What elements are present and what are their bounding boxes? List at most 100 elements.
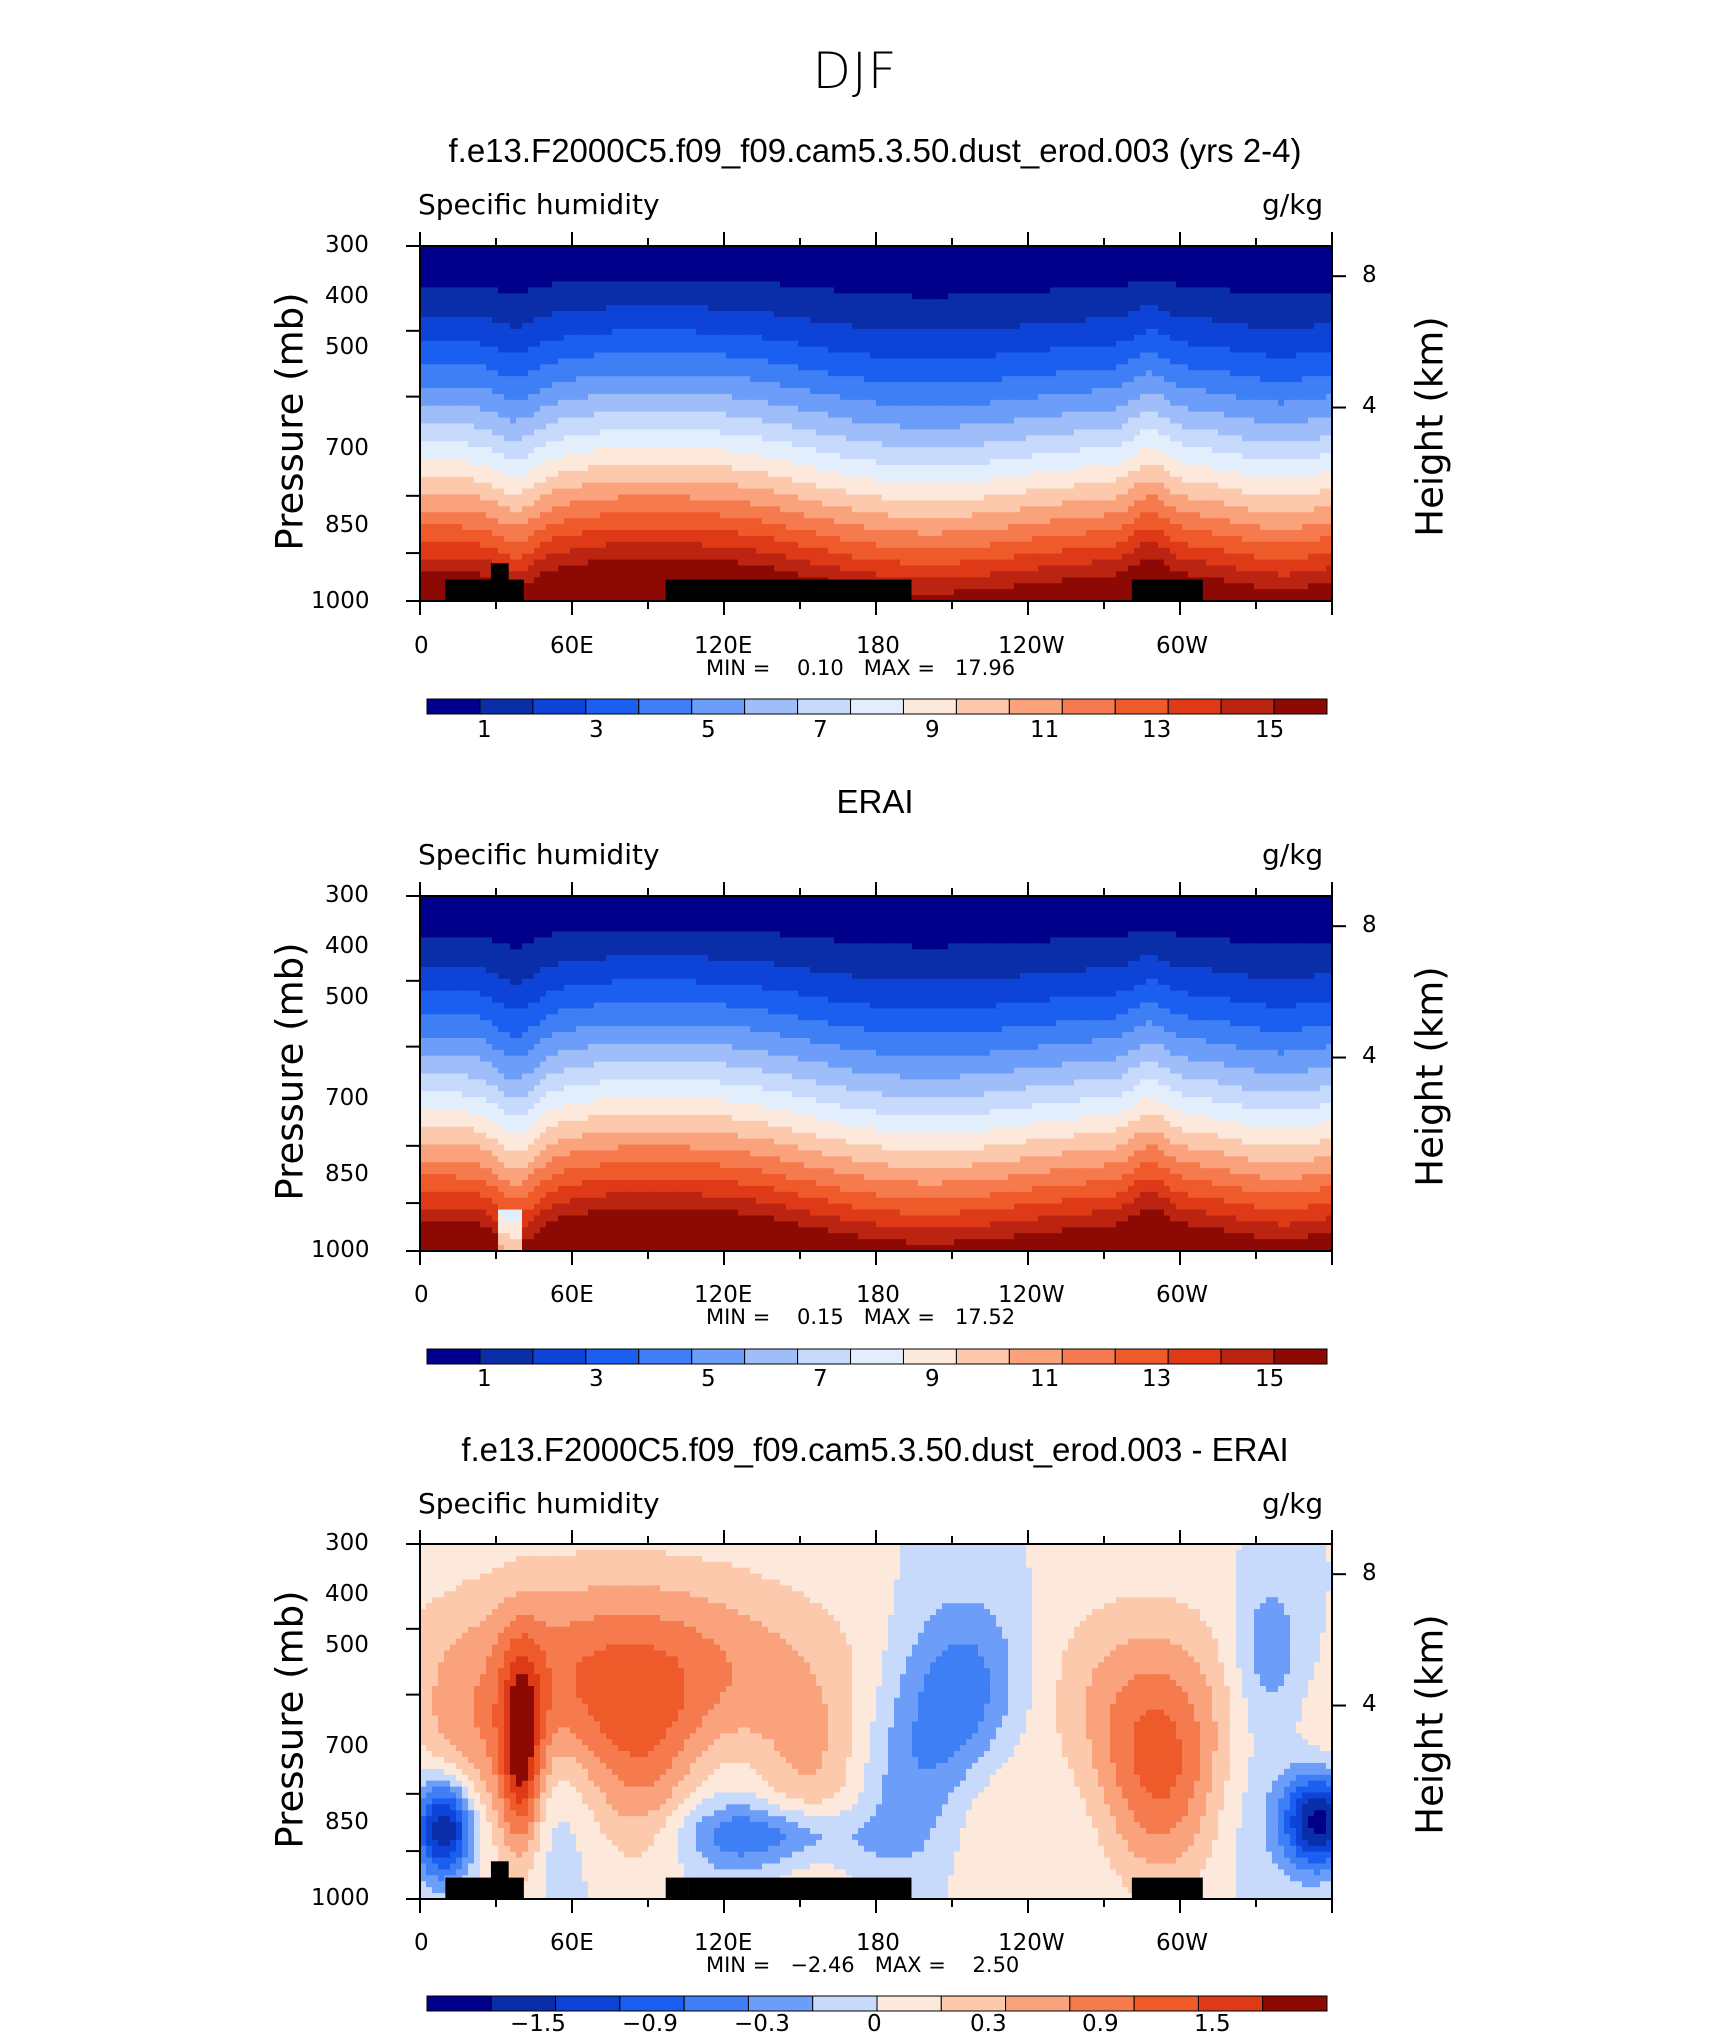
contour-cell xyxy=(1248,252,1255,259)
contour-cell xyxy=(1284,329,1291,336)
contour-cell xyxy=(1176,353,1183,360)
contour-cell xyxy=(612,299,619,306)
contour-cell xyxy=(438,388,445,395)
contour-cell xyxy=(534,258,541,265)
contour-cell xyxy=(594,270,601,277)
contour-cell xyxy=(522,311,529,318)
contour-cell xyxy=(600,418,607,425)
contour-cell xyxy=(882,347,889,354)
contour-cell xyxy=(1110,376,1117,383)
contour-cell xyxy=(1164,264,1171,271)
contour-cell xyxy=(1308,293,1315,300)
contour-cell xyxy=(1224,370,1231,377)
contour-cell xyxy=(1104,412,1111,419)
contour-cell xyxy=(438,293,445,300)
contour-cell xyxy=(708,252,715,259)
contour-cell xyxy=(768,429,775,436)
contour-cell xyxy=(870,287,877,294)
contour-cell xyxy=(792,264,799,271)
contour-cell xyxy=(1212,394,1219,401)
contour-cell xyxy=(1236,406,1243,413)
contour-cell xyxy=(1008,424,1015,431)
contour-cell xyxy=(1068,406,1075,413)
contour-cell xyxy=(1314,424,1321,431)
contour-cell xyxy=(1170,424,1177,431)
contour-cell xyxy=(972,252,979,259)
contour-cell xyxy=(978,388,985,395)
contour-cell xyxy=(1200,424,1207,431)
contour-cell xyxy=(900,370,907,377)
contour-cell xyxy=(624,358,631,365)
contour-cell xyxy=(1098,424,1105,431)
contour-cell xyxy=(1296,323,1303,330)
contour-cell xyxy=(1110,353,1117,360)
contour-cell xyxy=(690,358,697,365)
contour-cell xyxy=(846,293,853,300)
contour-cell xyxy=(954,293,961,300)
contour-cell xyxy=(504,293,511,300)
contour-cell xyxy=(1272,293,1279,300)
contour-cell xyxy=(960,358,967,365)
contour-cell xyxy=(810,406,817,413)
contour-cell xyxy=(882,258,889,265)
contour-cell xyxy=(456,293,463,300)
contour-cell xyxy=(570,424,577,431)
contour-cell xyxy=(882,276,889,283)
contour-cell xyxy=(1278,317,1285,324)
contour-cell xyxy=(690,435,697,442)
contour-cell xyxy=(570,353,577,360)
contour-cell xyxy=(1026,287,1033,294)
contour-cell xyxy=(696,394,703,401)
contour-cell xyxy=(822,311,829,318)
contour-cell xyxy=(1290,287,1297,294)
contour-cell xyxy=(1134,429,1141,436)
contour-cell xyxy=(768,258,775,265)
contour-cell xyxy=(432,370,439,377)
contour-cell xyxy=(546,370,553,377)
contour-cell xyxy=(582,276,589,283)
contour-cell xyxy=(696,376,703,383)
contour-cell xyxy=(1164,323,1171,330)
contour-cell xyxy=(606,264,613,271)
contour-cell xyxy=(1074,323,1081,330)
contour-cell xyxy=(1050,394,1057,401)
contour-cell xyxy=(1158,282,1165,289)
contour-cell xyxy=(1254,406,1261,413)
contour-cell xyxy=(1260,323,1267,330)
contour-cell xyxy=(672,418,679,425)
contour-cell xyxy=(1242,323,1249,330)
contour-cell xyxy=(990,252,997,259)
contour-cell xyxy=(1266,323,1273,330)
contour-cell xyxy=(702,406,709,413)
contour-cell xyxy=(516,270,523,277)
contour-cell xyxy=(1218,429,1225,436)
contour-cell xyxy=(1272,382,1279,389)
contour-cell xyxy=(624,424,631,431)
contour-cell xyxy=(798,276,805,283)
contour-cell xyxy=(990,412,997,419)
contour-cell xyxy=(924,323,931,330)
contour-cell xyxy=(1146,287,1153,294)
contour-cell xyxy=(1224,287,1231,294)
contour-cell xyxy=(906,400,913,407)
contour-cell xyxy=(552,341,559,348)
contour-cell xyxy=(984,429,991,436)
contour-cell xyxy=(468,270,475,277)
contour-cell xyxy=(1308,335,1315,342)
contour-cell xyxy=(1266,293,1273,300)
contour-cell xyxy=(1110,305,1117,312)
contour-cell xyxy=(1044,406,1051,413)
contour-cell xyxy=(690,388,697,395)
contour-cell xyxy=(1218,329,1225,336)
contour-cell xyxy=(1092,429,1099,436)
contour-cell xyxy=(1098,252,1105,259)
contour-cell xyxy=(1164,353,1171,360)
contour-cell xyxy=(534,323,541,330)
contour-cell xyxy=(792,424,799,431)
contour-cell xyxy=(1278,311,1285,318)
contour-cell xyxy=(780,418,787,425)
contour-cell xyxy=(882,252,889,259)
contour-cell xyxy=(1194,388,1201,395)
contour-cell xyxy=(1062,341,1069,348)
contour-cell xyxy=(1098,418,1105,425)
